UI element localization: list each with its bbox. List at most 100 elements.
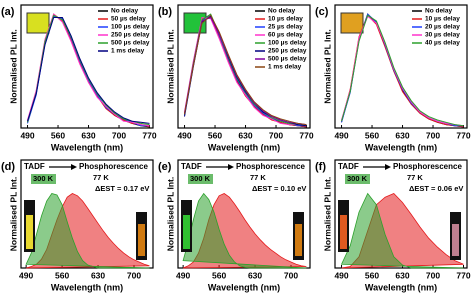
series-label: Phosphorescence [393,162,462,171]
legend-label: 500 µs delay [111,40,150,47]
spectrum-area [182,192,307,269]
plot-frame [334,4,468,129]
x-tick-label: 770 [142,130,156,140]
x-tick-label: 700 [426,130,440,140]
x-tick-label: 700 [127,270,141,280]
legend-label: 50 µs delay [111,16,146,23]
sample-photo [340,12,364,34]
legend-label: 250 µs delay [111,32,150,39]
y-axis-label: Normalised PL Int. [165,177,175,251]
x-tick-label: 490 [176,270,190,280]
sample-photo [26,12,50,34]
temp-box [188,174,213,184]
legend-label: 100 µs delay [111,24,150,31]
x-tick-label: 490 [334,130,348,140]
plot-frame [20,4,154,129]
x-tick-label: 700 [112,130,126,140]
x-tick-label: 630 [395,270,409,280]
x-tick-label: 560 [51,130,65,140]
panel-label: (b) [158,6,172,18]
x-tick-label: 630 [248,270,262,280]
x-tick-label: 630 [238,130,252,140]
legend-label: No delay [268,8,295,15]
legend-label: 100 µs delay [268,40,307,47]
spectrum-area [25,193,150,269]
x-axis-label: Wavelength (nm) [365,142,437,152]
panel-label: (e) [158,161,172,173]
vial-left-glow [26,215,33,249]
x-axis-label: Wavelength (nm) [51,142,123,152]
x-tick-label: 490 [19,270,33,280]
x-tick-label: 560 [365,270,379,280]
x-axis-label: Wavelength (nm) [365,282,437,292]
arrow-head [71,164,77,170]
x-axis-label: Wavelength (nm) [208,142,280,152]
vial-right-glow [138,224,145,256]
legend-label: 60 µs delay [268,32,303,39]
series-label: Phosphorescence [79,162,148,171]
x-tick-label: 770 [456,270,470,280]
spectrum-line [184,14,307,126]
annotation: 300 K [33,174,54,183]
series-label: Phosphorescence [236,162,305,171]
x-tick-label: 560 [55,270,69,280]
arrow-head [385,164,391,170]
x-tick-label: 490 [334,270,348,280]
panel-label: (a) [1,6,15,18]
x-tick-label: 490 [20,130,34,140]
x-tick-label: 770 [456,130,470,140]
vial-left-glow [340,215,347,249]
annotation: ΔEST = 0.17 eV [95,184,149,193]
x-tick-label: 700 [269,130,283,140]
spectrum-area [340,192,464,269]
plot-frame [334,159,468,269]
annotation: 300 K [347,174,368,183]
plot-frame [20,159,154,269]
vial-right-glow [452,224,459,256]
series-label: TADF [181,162,202,171]
legend-label: 10 µs delay [425,16,460,23]
panel-label: (f) [315,161,326,173]
x-axis-label: Wavelength (nm) [208,282,280,292]
x-tick-label: 630 [91,270,105,280]
annotation: 77 K [250,173,266,182]
panel-label: (c) [315,6,329,18]
legend-label: 500 µs delay [268,56,307,63]
legend-label: 10 µs delay [268,16,303,23]
x-tick-label: 700 [284,270,298,280]
x-tick-label: 560 [365,130,379,140]
y-axis-label: Normalised PL Int. [322,177,332,251]
annotation: ΔEST = 0.10 eV [252,184,306,193]
vial-left-glow [183,215,190,249]
spectrum-line [184,16,307,126]
annotation: 300 K [190,174,211,183]
annotation: ΔEST = 0.06 eV [409,184,463,193]
plot-frame [177,4,311,129]
spectrum-line [341,15,464,127]
legend-label: 1 ms delay [268,64,302,71]
panel-label: (d) [1,161,15,173]
x-tick-label: 630 [81,130,95,140]
y-axis-label: Normalised PL Int. [8,29,18,103]
spectrum-line [341,14,464,127]
arrow-head [228,164,234,170]
series-label: TADF [24,162,45,171]
x-axis-label: Wavelength (nm) [51,282,123,292]
x-tick-label: 700 [426,270,440,280]
legend-label: 1 ms delay [111,48,145,55]
series-label: TADF [338,162,359,171]
plot-frame [177,159,311,269]
annotation: 77 K [93,173,109,182]
x-tick-label: 770 [299,130,313,140]
legend-label: No delay [111,8,138,15]
x-tick-label: 630 [395,130,409,140]
x-tick-label: 490 [177,130,191,140]
x-tick-label: 560 [208,130,222,140]
y-axis-label: Normalised PL Int. [8,177,18,251]
spectrum-line [27,13,150,127]
y-axis-label: Normalised PL Int. [165,29,175,103]
legend-label: 20 µs delay [425,24,460,31]
legend-label: 30 µs delay [425,32,460,39]
temp-box [31,174,56,184]
legend-label: 250 µs delay [268,48,307,55]
